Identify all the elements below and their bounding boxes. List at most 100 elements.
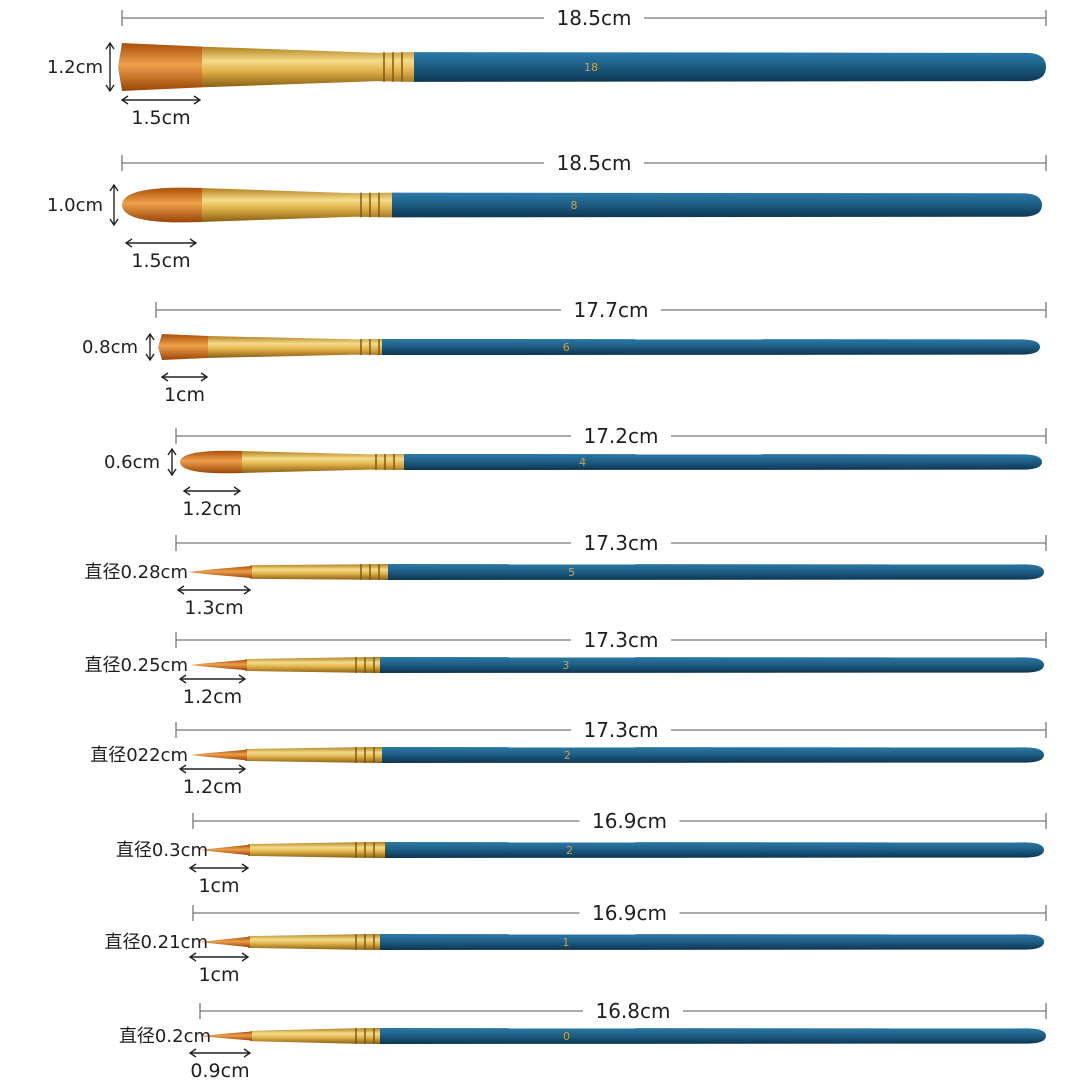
brush-ferrule <box>240 450 404 474</box>
width-arrowhead-up <box>109 183 119 192</box>
brush-handle <box>380 934 1044 950</box>
brush-bristles <box>200 936 250 948</box>
tip-arrowhead-left <box>160 372 169 382</box>
brush-ferrule <box>248 842 385 858</box>
tip-label: 1.2cm <box>182 498 241 520</box>
tip-arrowhead-right <box>238 764 247 774</box>
tip-arrowhead-left <box>182 486 191 496</box>
brush-ferrule <box>250 564 388 580</box>
width-label: 0.6cm <box>104 452 160 473</box>
brush-handle <box>380 657 1044 673</box>
brush-handle <box>414 52 1046 82</box>
length-label: 16.9cm <box>592 901 667 925</box>
tip-arrowhead-right <box>241 952 250 962</box>
size-mark: 8 <box>571 199 578 212</box>
brush-row: 17.3cm 3 直径0.25cm 1.2cm <box>84 628 1047 708</box>
brush-handle <box>392 192 1042 218</box>
width-label: 1.2cm <box>47 57 103 78</box>
length-label: 18.5cm <box>556 6 631 30</box>
tip-arrowhead-right <box>193 95 202 105</box>
width-label: 直径0.21cm <box>104 932 208 953</box>
brush-row: 17.3cm 5 直径0.28cm 1.3cm <box>84 531 1047 619</box>
tip-arrowhead-right <box>238 674 247 684</box>
width-arrowhead-up <box>167 447 177 456</box>
brush-ferrule <box>248 934 380 950</box>
tip-label: 1.3cm <box>184 597 243 619</box>
brush-row: 16.9cm 2 直径0.3cm 1cm <box>116 809 1047 897</box>
size-mark: 6 <box>563 341 570 354</box>
tip-label: 0.9cm <box>190 1060 249 1080</box>
length-label: 17.3cm <box>583 628 658 652</box>
width-arrowhead-down <box>105 84 115 93</box>
size-mark: 0 <box>563 1030 570 1043</box>
length-label: 17.3cm <box>583 718 658 742</box>
width-label: 直径0.25cm <box>84 655 188 676</box>
brush-bristles <box>188 566 252 578</box>
brush-row: 18.5cm 18 1.2cm 1.5cm <box>47 6 1047 129</box>
tip-label: 1.2cm <box>183 776 242 798</box>
brush-ferrule <box>206 335 382 359</box>
brush-ferrule <box>245 747 382 763</box>
size-mark: 2 <box>566 844 573 857</box>
tip-arrowhead-left <box>178 674 187 684</box>
tip-arrowhead-left <box>120 95 129 105</box>
brush-bristles <box>158 334 208 360</box>
brush-bristles <box>200 844 250 856</box>
length-label: 17.2cm <box>583 424 658 448</box>
brush-ferrule <box>200 188 392 222</box>
width-label: 1.0cm <box>47 195 103 216</box>
brush-bristles <box>118 43 202 91</box>
brush-handle <box>385 842 1044 858</box>
size-mark: 4 <box>579 456 586 469</box>
brush-bristles <box>190 749 247 761</box>
tip-arrowhead-right <box>241 863 250 873</box>
tip-arrowhead-left <box>188 863 197 873</box>
tip-label: 1.5cm <box>131 107 190 129</box>
tip-arrowhead-right <box>200 372 209 382</box>
brush-handle <box>404 453 1042 471</box>
tip-label: 1cm <box>198 964 239 986</box>
width-arrowhead-up <box>145 332 155 341</box>
tip-arrowhead-right <box>243 1048 252 1058</box>
tip-label: 1.5cm <box>131 250 190 272</box>
width-label: 直径0.2cm <box>119 1026 211 1047</box>
brush-bristles <box>200 1031 252 1041</box>
brush-bristles <box>180 450 242 474</box>
brush-handle <box>382 338 1040 356</box>
size-mark: 18 <box>584 61 598 74</box>
width-arrowhead-down <box>145 353 155 362</box>
length-label: 16.9cm <box>592 809 667 833</box>
brush-handle <box>380 1028 1046 1044</box>
size-mark: 3 <box>562 659 569 672</box>
tip-arrowhead-left <box>178 764 187 774</box>
tip-arrowhead-right <box>189 238 198 248</box>
tip-arrowhead-left <box>188 952 197 962</box>
width-label: 直径0.28cm <box>84 562 188 583</box>
tip-label: 1cm <box>164 384 205 406</box>
brush-row: 17.7cm 6 0.8cm 1cm <box>82 298 1047 406</box>
width-label: 0.8cm <box>82 337 138 358</box>
size-mark: 2 <box>564 749 571 762</box>
brush-handle <box>388 564 1044 580</box>
width-arrowhead-down <box>167 468 177 477</box>
length-label: 17.3cm <box>583 531 658 555</box>
width-arrowhead-up <box>105 41 115 50</box>
width-arrowhead-down <box>109 218 119 227</box>
tip-arrowhead-left <box>124 238 133 248</box>
brush-ferrule <box>245 657 380 673</box>
width-label: 直径0.3cm <box>116 840 208 861</box>
size-mark: 1 <box>562 936 569 949</box>
tip-arrowhead-right <box>243 585 252 595</box>
tip-arrowhead-left <box>176 585 185 595</box>
brush-row: 18.5cm 8 1.0cm 1.5cm <box>47 151 1047 272</box>
brush-row: 17.3cm 2 直径022cm 1.2cm <box>90 718 1047 798</box>
width-label: 直径022cm <box>90 745 188 766</box>
tip-label: 1cm <box>198 875 239 897</box>
brush-handle <box>382 747 1044 763</box>
brush-row: 16.8cm 0 直径0.2cm 0.9cm <box>119 999 1047 1080</box>
tip-arrowhead-left <box>188 1048 197 1058</box>
length-label: 18.5cm <box>556 151 631 175</box>
brush-bristles <box>190 659 247 671</box>
brush-ferrule <box>250 1028 380 1044</box>
brush-bristles <box>122 187 202 223</box>
